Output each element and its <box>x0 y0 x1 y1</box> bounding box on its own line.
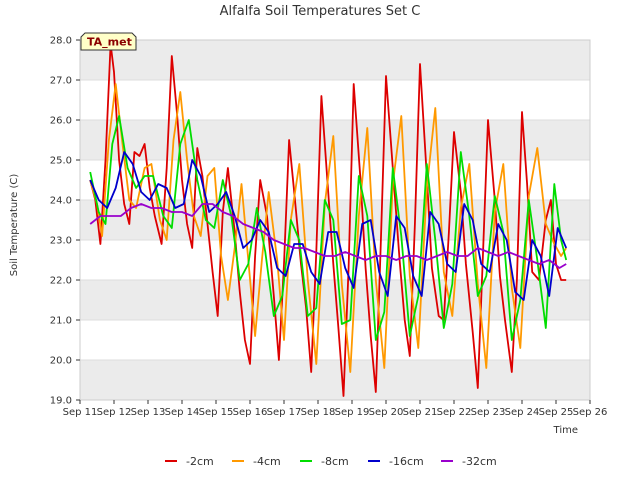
series-line-minus-2cm <box>89 43 567 397</box>
legend-label: -4cm <box>253 455 281 468</box>
x-tick-label: Sep 26 <box>573 407 608 418</box>
series-line-minus-16cm <box>89 151 568 301</box>
x-tick-label: Sep 23 <box>471 407 506 418</box>
x-tick-label: Sep 14 <box>165 407 200 418</box>
plot-frame <box>79 39 591 401</box>
series-line-minus-32cm <box>89 203 567 269</box>
y-tick-label: 26.0 <box>50 116 72 127</box>
background-band <box>80 80 590 120</box>
y-axis-label: Soil Temperature (C) <box>9 174 20 277</box>
x-tick-label: Sep 16 <box>233 407 268 418</box>
x-tick-label: Sep 22 <box>437 407 472 418</box>
y-tick-label: 21.0 <box>50 316 72 327</box>
legend-label: -8cm <box>321 455 349 468</box>
series-line-minus-4cm <box>89 83 567 373</box>
chart-title: Alfalfa Soil Temperatures Set C <box>220 4 421 19</box>
y-tick-label: 27.0 <box>50 76 72 87</box>
legend-label: -32cm <box>462 455 497 468</box>
x-tick-label: Sep 17 <box>267 407 302 418</box>
x-tick-label: Sep 25 <box>539 407 574 418</box>
legend-label: -2cm <box>186 455 214 468</box>
background-band <box>80 40 590 80</box>
y-tick-label: 19.0 <box>50 396 72 407</box>
y-tick-label: 24.0 <box>50 196 72 207</box>
legend-label: -16cm <box>389 455 424 468</box>
x-tick-label: Sep 15 <box>199 407 234 418</box>
y-tick-label: 22.0 <box>50 276 72 287</box>
y-tick-label: 20.0 <box>50 356 72 367</box>
station-badge: TA_met <box>80 32 137 51</box>
y-axis-ticks: 19.0 20.0 21.0 22.0 23.0 24.0 25.0 26.0 27.0 28.0 <box>50 36 80 407</box>
station-badge-shape <box>80 32 137 51</box>
x-tick-label: Sep 19 <box>335 407 370 418</box>
x-tick-label: Sep 20 <box>369 407 404 418</box>
y-tick-label: 25.0 <box>50 156 72 167</box>
x-tick-label: Sep 21 <box>403 407 438 418</box>
series-lines <box>89 43 568 397</box>
y-tick-label: 23.0 <box>50 236 72 247</box>
x-axis-label: Time <box>553 425 578 436</box>
x-tick-label: Sep 13 <box>131 407 166 418</box>
x-tick-label: Sep 11 <box>63 407 98 418</box>
legend: -2cm -4cm -8cm -16cm -32cm <box>165 455 497 468</box>
x-axis-ticks: Sep 11 Sep 12 Sep 13 Sep 14 Sep 15 Sep 16 Sep … <box>63 400 608 418</box>
y-tick-label: 28.0 <box>50 36 72 47</box>
station-badge-label: TA_met <box>87 36 132 49</box>
x-tick-label: Sep 12 <box>97 407 132 418</box>
x-tick-label: Sep 24 <box>505 407 540 418</box>
x-tick-label: Sep 18 <box>301 407 336 418</box>
series-line-minus-8cm <box>89 115 568 341</box>
background-band <box>80 360 590 400</box>
